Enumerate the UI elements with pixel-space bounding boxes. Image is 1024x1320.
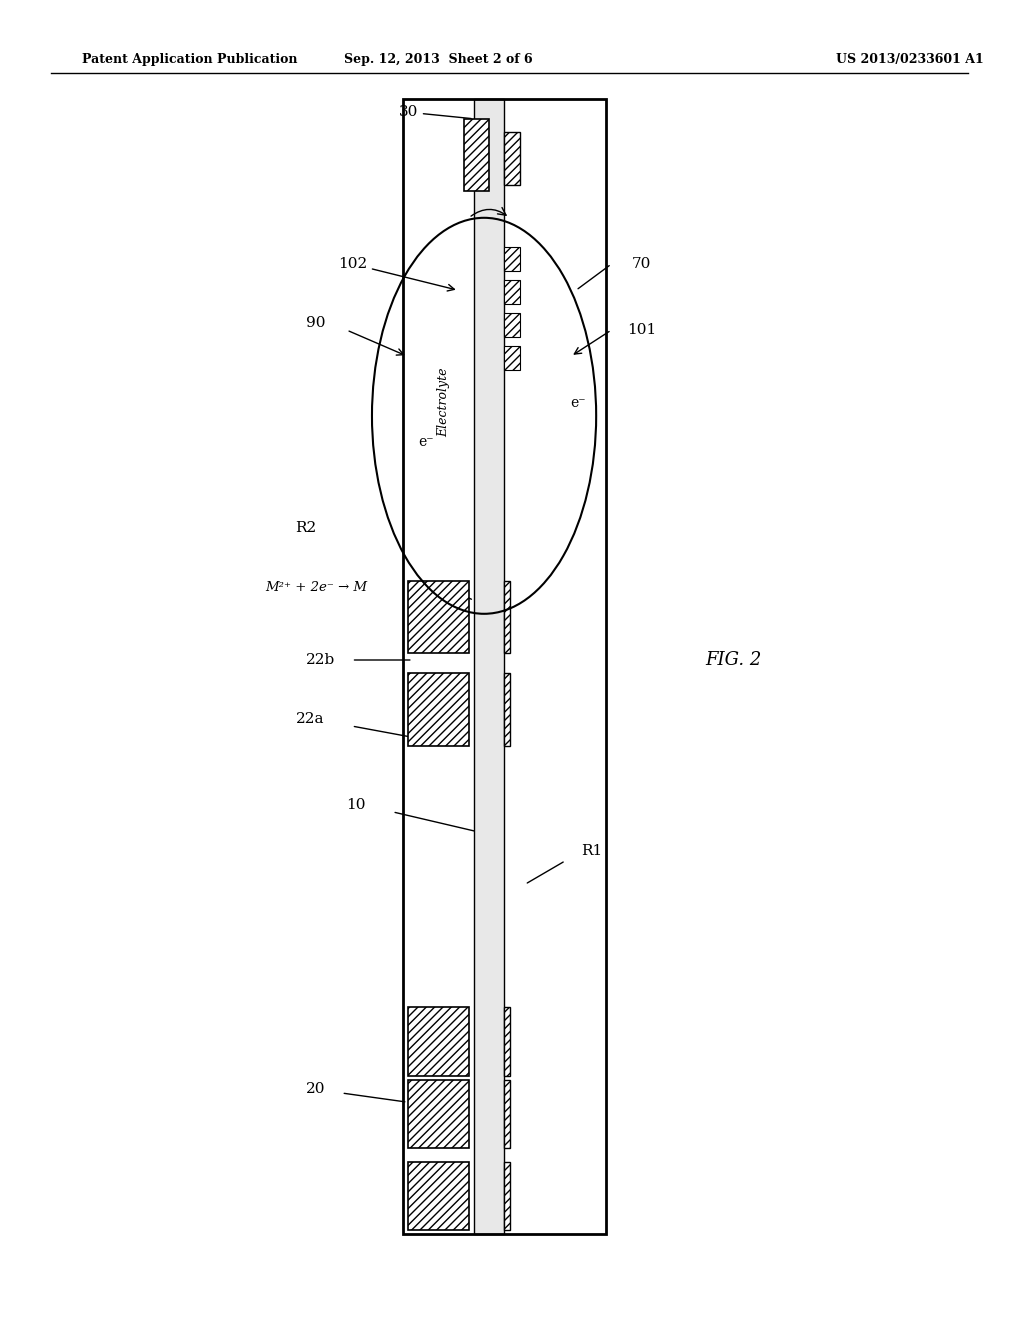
Text: 70: 70 bbox=[632, 257, 651, 271]
Text: Sep. 12, 2013  Sheet 2 of 6: Sep. 12, 2013 Sheet 2 of 6 bbox=[344, 53, 532, 66]
Bar bbox=[505, 1007, 510, 1076]
Bar bbox=[505, 247, 520, 271]
Bar bbox=[505, 132, 520, 185]
Text: R1: R1 bbox=[581, 845, 602, 858]
Bar bbox=[408, 1007, 469, 1076]
Text: R2: R2 bbox=[296, 521, 316, 535]
Bar bbox=[505, 581, 510, 653]
Text: 10: 10 bbox=[346, 799, 366, 812]
Text: 101: 101 bbox=[627, 323, 656, 337]
Bar bbox=[402, 99, 606, 1234]
Bar bbox=[505, 346, 520, 370]
Bar bbox=[408, 673, 469, 746]
Text: e⁻: e⁻ bbox=[418, 436, 433, 449]
Text: 22b: 22b bbox=[306, 653, 335, 667]
Text: 90: 90 bbox=[306, 317, 326, 330]
Bar bbox=[505, 1162, 510, 1230]
Text: Patent Application Publication: Patent Application Publication bbox=[82, 53, 297, 66]
Bar bbox=[505, 280, 520, 304]
Bar bbox=[505, 1080, 510, 1148]
Text: US 2013/0233601 A1: US 2013/0233601 A1 bbox=[836, 53, 983, 66]
Bar bbox=[464, 119, 489, 191]
Bar bbox=[408, 1080, 469, 1148]
Bar bbox=[408, 581, 469, 653]
Text: FIG. 2: FIG. 2 bbox=[706, 651, 762, 669]
Text: 20: 20 bbox=[306, 1082, 326, 1096]
Text: 30: 30 bbox=[398, 106, 471, 119]
Text: e⁻: e⁻ bbox=[570, 396, 587, 409]
Text: 102: 102 bbox=[338, 257, 455, 290]
Bar bbox=[474, 99, 505, 1234]
Text: Electrolyte: Electrolyte bbox=[437, 368, 450, 437]
Text: M²⁺ + 2e⁻ → M: M²⁺ + 2e⁻ → M bbox=[265, 581, 367, 594]
Bar bbox=[408, 1162, 469, 1230]
Text: 22a: 22a bbox=[296, 713, 324, 726]
Bar bbox=[505, 313, 520, 337]
Bar bbox=[505, 673, 510, 746]
